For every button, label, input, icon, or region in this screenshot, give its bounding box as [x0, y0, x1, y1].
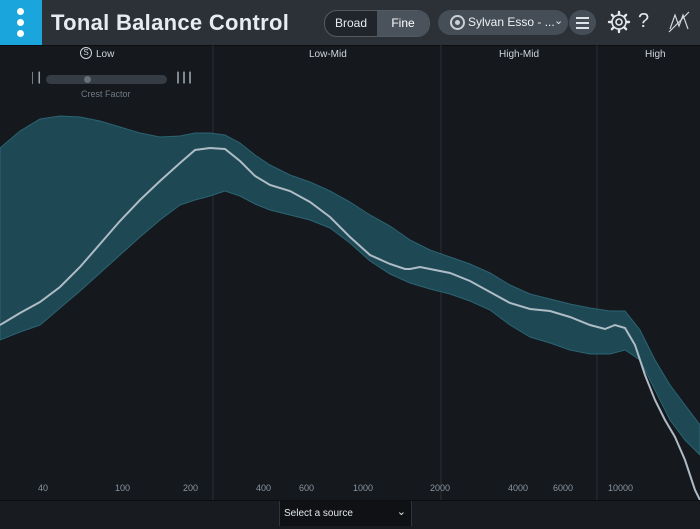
- freq-tick-label: 4000: [508, 483, 529, 493]
- freq-tick-label: 100: [115, 483, 131, 493]
- freq-tick-label: 200: [183, 483, 199, 493]
- toolbar: Tonal Balance Control Broad Fine Sylvan …: [0, 0, 700, 46]
- solo-button[interactable]: S: [80, 47, 92, 59]
- app-title: Tonal Balance Control: [51, 10, 290, 35]
- source-selector[interactable]: Select a source ⌄: [279, 501, 412, 526]
- target-range-band: [0, 115, 700, 456]
- chevron-down-icon: ⌄: [396, 506, 406, 518]
- band-label-high-mid: High-Mid: [499, 49, 540, 60]
- freq-tick-label: 400: [256, 483, 272, 493]
- view-mode-toggle: Broad Fine: [324, 10, 430, 37]
- crest-factor-handle[interactable]: [83, 76, 91, 83]
- freq-tick-label: 40: [38, 483, 49, 493]
- band-label-low-mid: Low-Mid: [309, 49, 347, 60]
- menu-line: [576, 22, 589, 24]
- waveform-icon: │┃: [30, 73, 43, 84]
- freq-tick-label: 1000: [353, 483, 374, 493]
- freq-tick-label: 2000: [430, 483, 451, 493]
- crest-factor-label: Crest Factor: [81, 89, 131, 99]
- spectrum-curve: [0, 146, 700, 500]
- band-label-high: High: [645, 49, 666, 60]
- menu-line: [576, 27, 589, 29]
- fine-button[interactable]: Fine: [377, 11, 429, 36]
- menu-button[interactable]: [569, 10, 596, 35]
- gear-icon: [607, 10, 631, 34]
- bars-icon: ┃┃┃: [175, 73, 194, 84]
- kebab-menu-button[interactable]: [0, 0, 42, 45]
- broad-button[interactable]: Broad: [334, 16, 368, 30]
- target-icon: [450, 15, 465, 30]
- izotope-icon[interactable]: [666, 9, 692, 35]
- help-button[interactable]: ?: [632, 9, 658, 35]
- preset-label: Sylvan Esso - ...: [468, 15, 555, 29]
- freq-tick-label: 10000: [608, 483, 634, 493]
- source-selector-label: Select a source: [284, 508, 353, 519]
- dot: [17, 8, 24, 15]
- menu-line: [576, 17, 589, 19]
- band-label-low: Low: [96, 49, 115, 60]
- question-icon: ?: [638, 10, 650, 32]
- crest-factor-slider[interactable]: [46, 75, 167, 84]
- chevron-down-icon: ⌄: [554, 15, 564, 27]
- dot: [17, 19, 24, 26]
- freq-tick-label: 600: [299, 483, 315, 493]
- spectrum-graph: [0, 45, 700, 500]
- freq-tick-label: 6000: [553, 483, 574, 493]
- settings-button[interactable]: [606, 9, 632, 35]
- preset-dropdown[interactable]: Sylvan Esso - ... ⌄: [438, 10, 568, 35]
- dot: [17, 30, 24, 37]
